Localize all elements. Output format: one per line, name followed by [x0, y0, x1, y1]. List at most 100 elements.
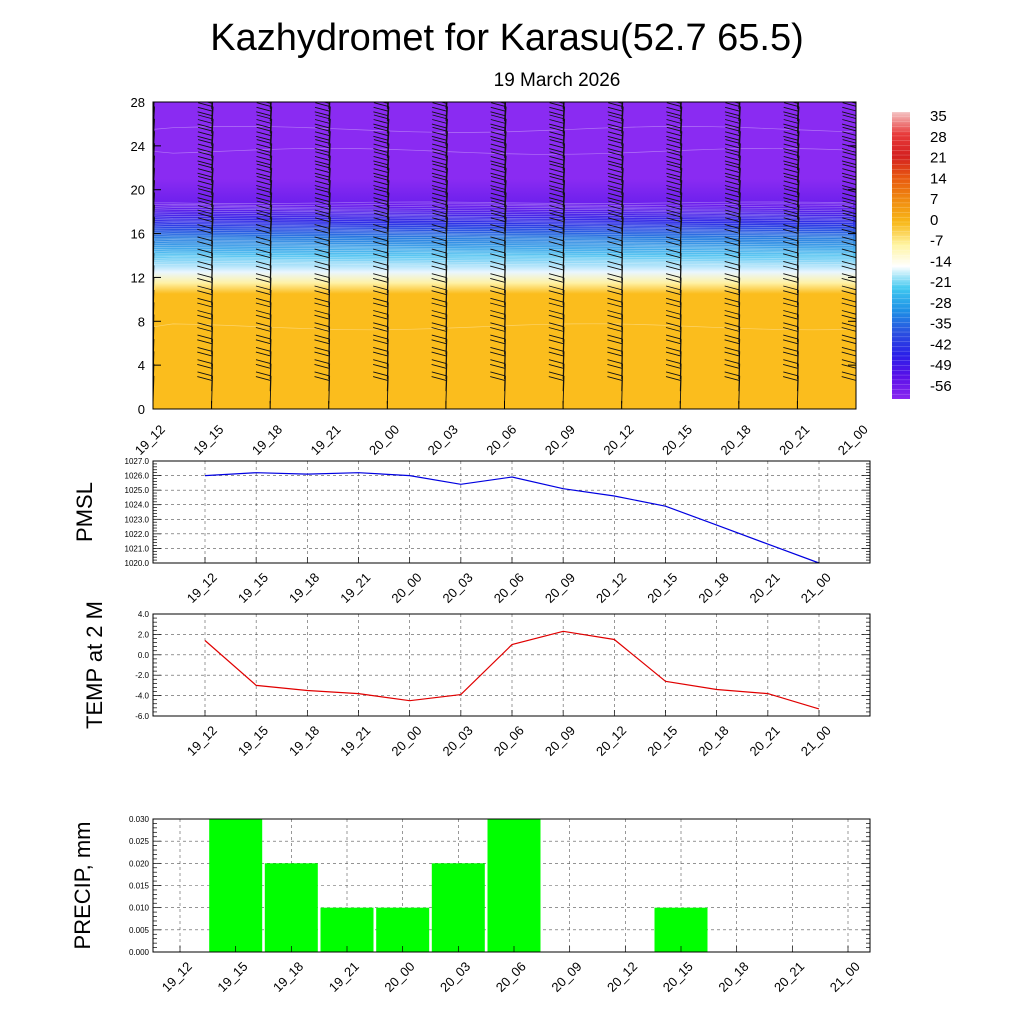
colorbar-label: -42: [930, 336, 952, 353]
wind-barb: [197, 175, 214, 208]
chart-subtitle: 19 March 2026: [494, 70, 621, 91]
y-tick-label: 28: [131, 95, 145, 110]
wind-barb: [153, 191, 156, 220]
x-tick-label: 20_09: [542, 422, 578, 458]
contour-line: [153, 235, 854, 238]
precip-bar: [376, 907, 430, 952]
wind-barb: [197, 139, 214, 171]
wind-barb: [724, 200, 741, 232]
colorbar-label: 28: [930, 129, 947, 146]
wind-barb: [256, 102, 273, 134]
wind-barb: [256, 126, 273, 158]
x-tick-label: 19_18: [270, 959, 306, 995]
chart-title: Kazhydromet for Karasu(52.7 65.5): [210, 17, 804, 59]
wind-barb: [373, 163, 390, 195]
wind-barb: [607, 139, 624, 171]
y-tick-label: 0.000: [129, 948, 150, 957]
wind-barb: [548, 175, 566, 208]
x-tick-label: 19_15: [214, 959, 250, 995]
wind-barb: [256, 151, 273, 183]
contour-line: [153, 216, 854, 219]
wind-barb: [841, 224, 856, 257]
colorbar-label: -35: [930, 316, 952, 333]
colorbar-label: 14: [930, 170, 947, 187]
wind-barb: [431, 126, 448, 158]
wind-barb: [607, 163, 624, 195]
wind-barb: [373, 212, 390, 244]
contour-line: [153, 261, 854, 264]
wind-barb: [314, 163, 331, 195]
y-tick-label: 1026.0: [125, 472, 150, 481]
wind-barb: [498, 102, 507, 122]
wind-barb: [256, 212, 273, 244]
y-tick-label: 4: [138, 358, 145, 373]
wind-barb: [153, 118, 156, 146]
y-axis-label: PRECIP, mm: [70, 822, 95, 950]
colorbar-label: 35: [930, 108, 947, 125]
contour-line: [153, 240, 854, 244]
contour-line: [153, 205, 853, 208]
wind-barb: [153, 154, 156, 183]
y-axis-label: TEMP at 2 M: [82, 601, 107, 729]
pmsl-line: [204, 472, 820, 564]
colorbar-label: 0: [930, 212, 938, 229]
precip-bar: [487, 819, 541, 952]
wind-barb: [724, 175, 741, 208]
wind-barb: [373, 102, 390, 134]
wind-barb: [197, 188, 214, 220]
plot-frame: [152, 613, 871, 717]
wind-barb: [724, 151, 741, 183]
wind-barb: [256, 200, 273, 232]
wind-barb: [153, 142, 156, 171]
y-tick-label: 1024.0: [125, 501, 150, 510]
contour-line: [153, 250, 854, 253]
x-tick-label: 20_00: [388, 570, 424, 606]
contour-line: [153, 222, 853, 225]
wind-barb: [732, 102, 741, 122]
wind-barb: [783, 163, 800, 195]
contour-line: [153, 147, 854, 155]
wind-barb: [724, 139, 741, 171]
contour-line: [153, 201, 854, 204]
wind-barb: [842, 212, 856, 244]
wind-barb: [314, 212, 331, 244]
x-tick-label: 19_15: [235, 723, 271, 759]
y-tick-label: 0.015: [129, 882, 150, 891]
wind-barb: [841, 297, 856, 330]
wind-barb: [556, 102, 565, 122]
colorbar-label: -14: [930, 253, 952, 270]
wind-barb: [841, 248, 856, 281]
x-tick-label: 19_21: [307, 422, 343, 458]
contour-line: [153, 207, 854, 210]
wind-barb: [153, 375, 155, 404]
x-tick-label: 19_15: [235, 570, 271, 606]
wind-barb: [431, 200, 448, 232]
wind-barb: [197, 102, 214, 134]
wind-barb: [841, 114, 856, 146]
contour-line: [153, 233, 854, 236]
wind-barb: [549, 212, 566, 244]
x-tick-label: 20_18: [718, 422, 754, 458]
x-tick-label: 20_00: [366, 422, 402, 458]
wind-barb: [314, 114, 331, 146]
wind-barb: [607, 114, 624, 146]
x-tick-label: 20_21: [771, 959, 807, 995]
wind-barb: [548, 163, 566, 195]
contour-line: [153, 257, 853, 260]
wind-barb: [841, 236, 856, 269]
y-tick-label: 0: [138, 402, 145, 417]
wind-barb: [783, 151, 800, 183]
wind-barb: [841, 359, 856, 392]
y-tick-label: 4.0: [138, 610, 150, 619]
x-tick-label: 20_09: [542, 570, 578, 606]
wind-barb: [490, 114, 507, 146]
wind-barb: [783, 175, 800, 208]
wind-barb: [841, 334, 856, 367]
x-tick-label: 20_15: [660, 959, 696, 995]
wind-barb: [373, 151, 390, 183]
wind-barb: [666, 102, 683, 134]
wind-barb: [666, 188, 683, 220]
wind-barb: [666, 175, 683, 208]
wind-barb: [783, 114, 800, 146]
wind-barb: [783, 188, 800, 220]
